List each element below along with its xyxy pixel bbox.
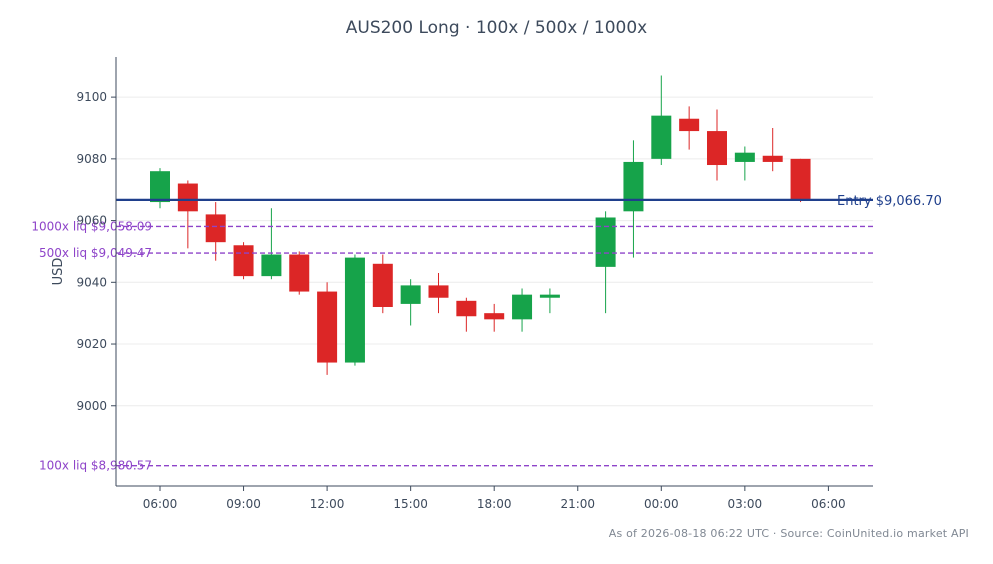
chart-title: AUS200 Long · 100x / 500x / 1000x xyxy=(345,18,648,38)
x-tick-label: 18:00 xyxy=(477,497,512,511)
candle-up xyxy=(400,285,421,304)
candle-down xyxy=(428,285,449,298)
candle-up xyxy=(539,294,560,298)
candle-down xyxy=(790,158,811,199)
x-tick-label: 12:00 xyxy=(310,497,345,511)
liquidation-label: 500x liq $9,049.47 xyxy=(39,246,152,260)
candles xyxy=(150,75,811,375)
x-tick-label: 09:00 xyxy=(226,497,261,511)
candle-down xyxy=(484,313,505,320)
y-axis-title: USD xyxy=(51,258,66,286)
reference-lines: 1000x liq $9,058.09 500x liq $9,049.47 100… xyxy=(31,194,942,473)
liquidation-label: 1000x liq $9,058.09 xyxy=(31,219,152,233)
candle-down xyxy=(289,254,310,292)
y-tick-label: 9060 xyxy=(76,214,107,228)
axes: 9000 9020 9040 9060 9080 9100 06:00 09:00 12:00 1… xyxy=(51,57,873,511)
candle-down xyxy=(707,131,727,166)
grid-lines xyxy=(116,96,873,407)
candle-up xyxy=(261,254,282,277)
entry-label: Entry $9,066.70 xyxy=(837,194,942,209)
candle-up xyxy=(651,115,672,159)
x-tick-label: 00:00 xyxy=(644,497,679,511)
y-tick-label: 9080 xyxy=(76,152,107,166)
candle-up xyxy=(150,171,170,203)
x-tick-label: 15:00 xyxy=(393,497,428,511)
candle-up xyxy=(344,257,365,363)
candle-down xyxy=(456,300,477,317)
x-tick-label: 06:00 xyxy=(143,497,178,511)
candle-up xyxy=(623,161,644,212)
candle-up xyxy=(595,217,616,267)
candle-down xyxy=(205,214,226,243)
candle-down xyxy=(679,118,700,132)
x-tick-label: 03:00 xyxy=(728,497,763,511)
y-tick-label: 9100 xyxy=(76,90,107,104)
y-tick-label: 9040 xyxy=(76,275,107,289)
candle-down xyxy=(372,263,393,307)
candle-down xyxy=(233,245,254,277)
liquidation-label: 100x liq $8,980.57 xyxy=(39,459,152,473)
candle-up xyxy=(734,152,755,162)
candle-down xyxy=(177,183,198,212)
y-tick-label: 9020 xyxy=(76,337,107,351)
candle-down xyxy=(317,291,338,363)
candle-down xyxy=(762,155,783,162)
y-tick-label: 9000 xyxy=(76,399,107,413)
candle-up xyxy=(512,294,533,320)
x-tick-label: 06:00 xyxy=(811,497,846,511)
x-tick-label: 21:00 xyxy=(560,497,595,511)
source-footer: As of 2026-08-18 06:22 UTC · Source: Coi… xyxy=(608,527,969,540)
